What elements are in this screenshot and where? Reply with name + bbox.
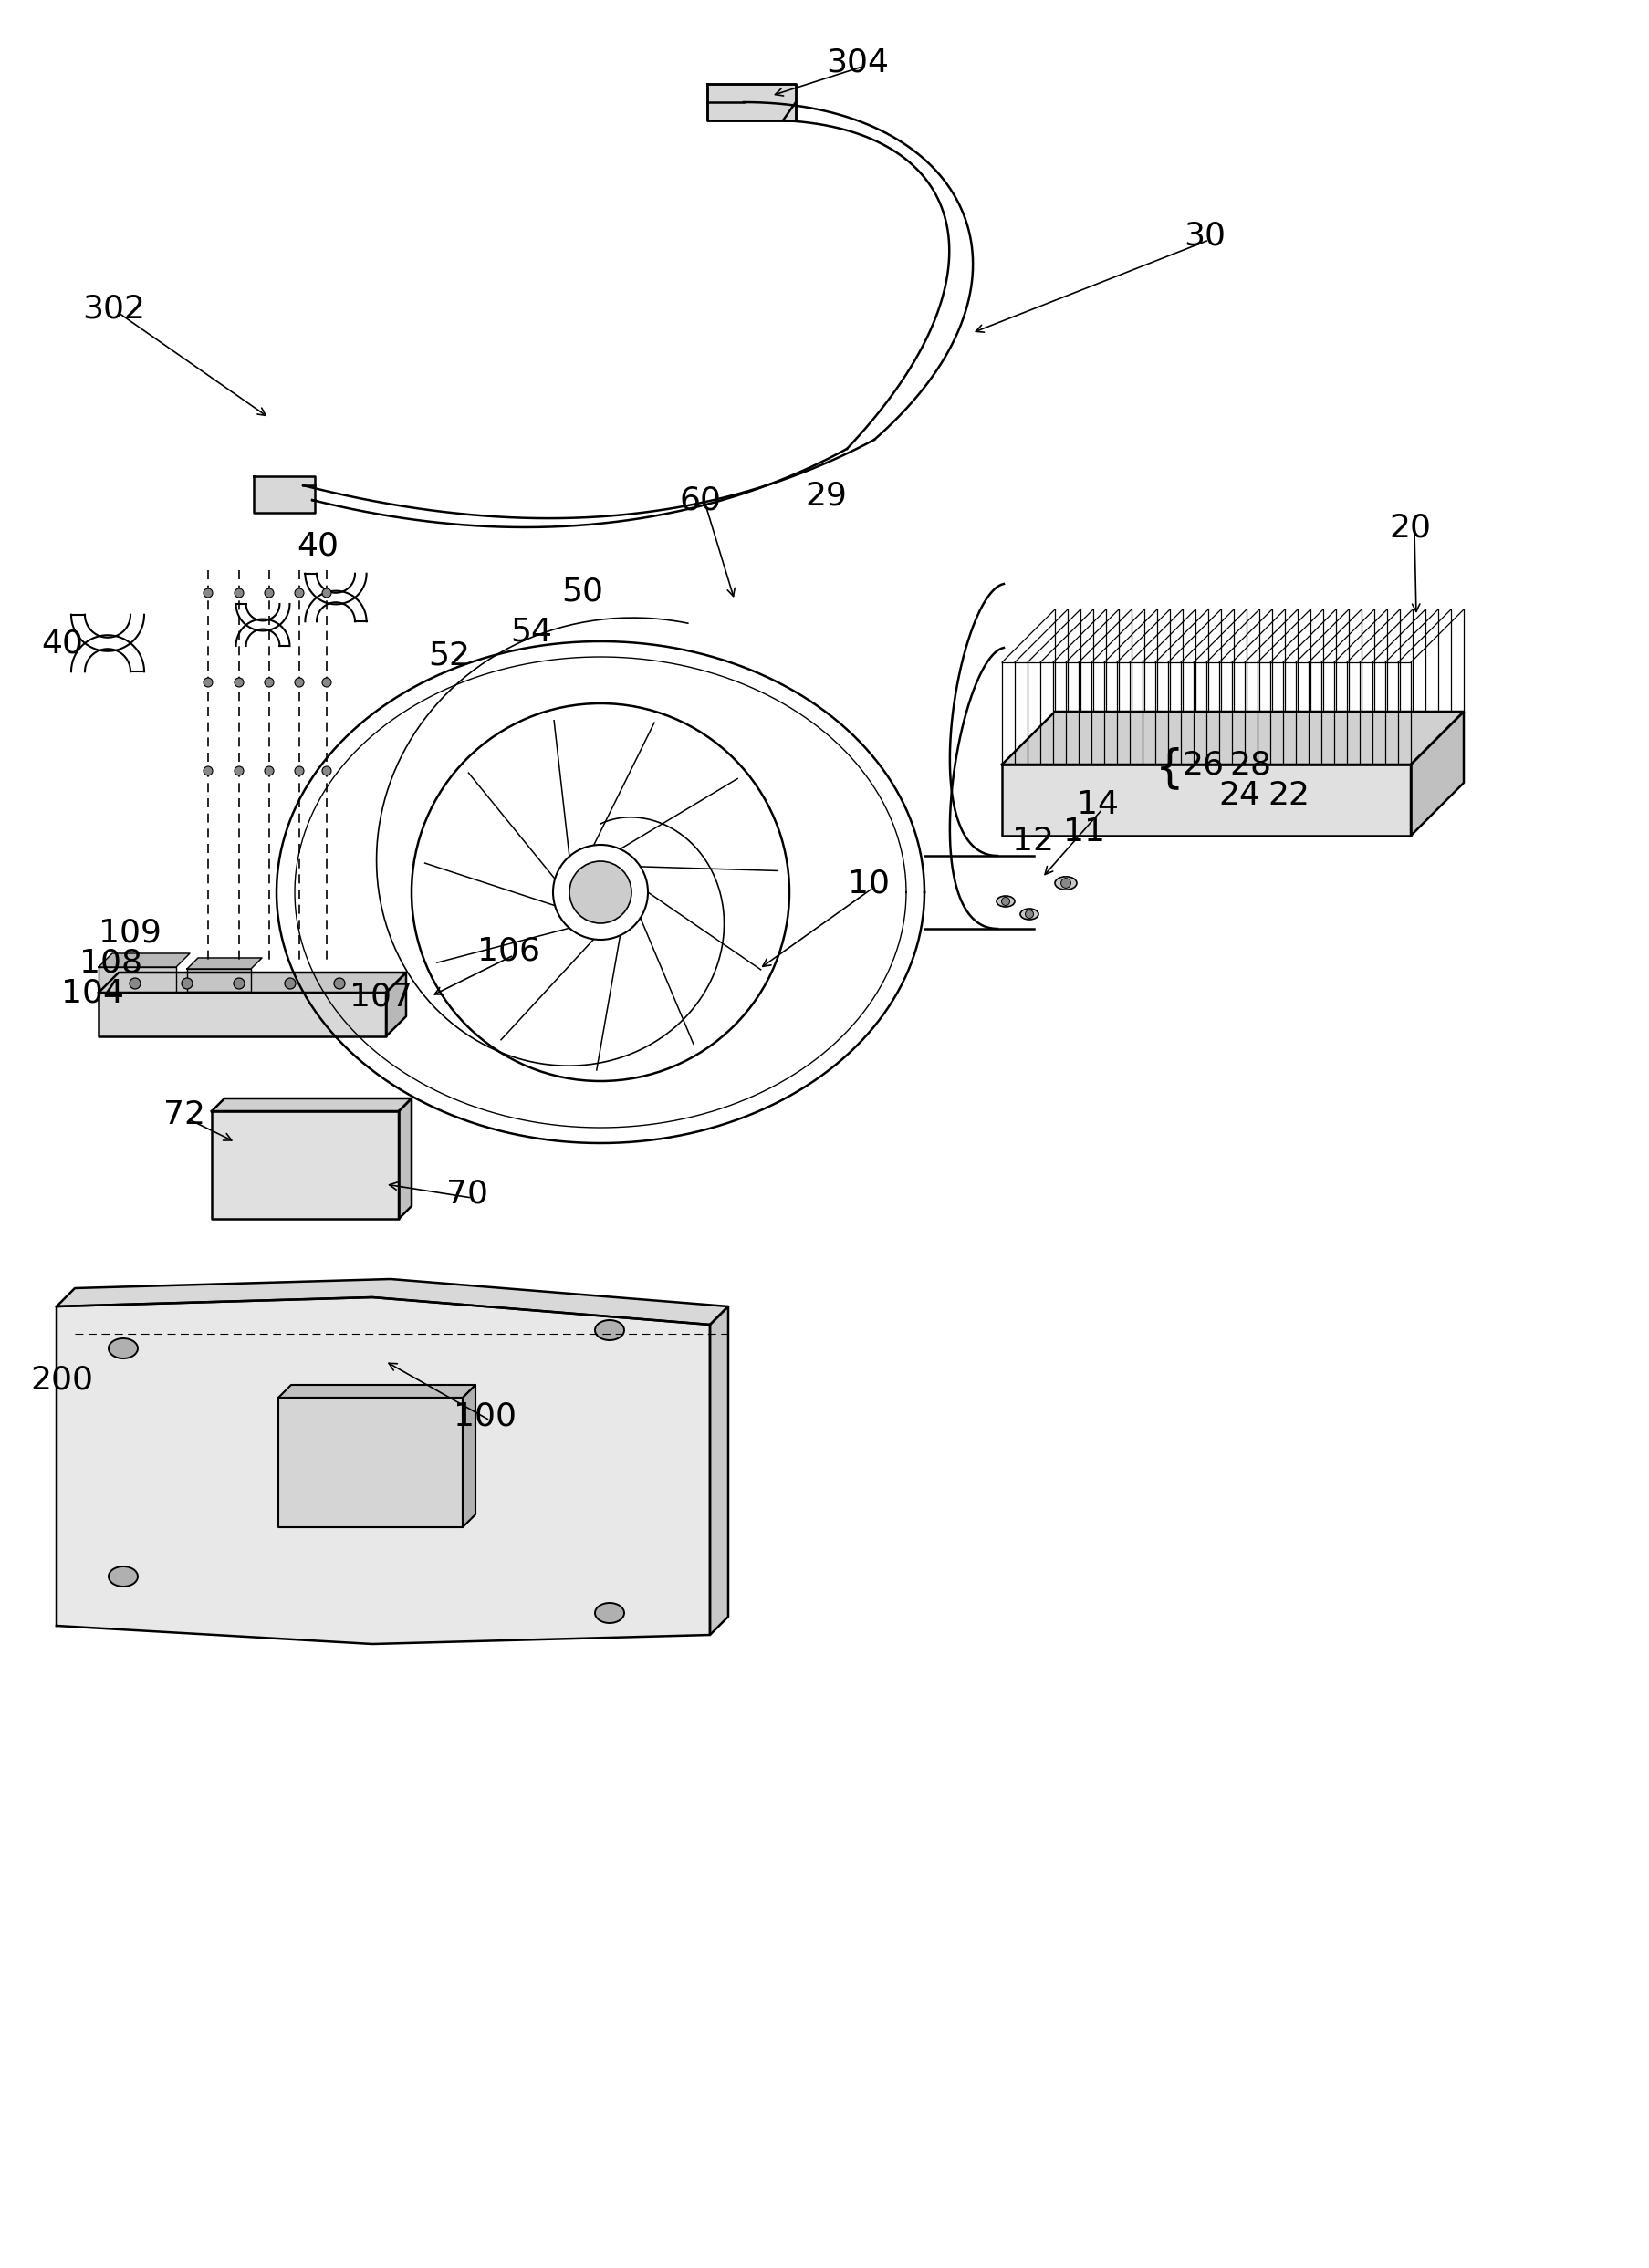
- Polygon shape: [711, 1306, 729, 1635]
- Circle shape: [234, 978, 244, 989]
- Text: 107: 107: [350, 980, 412, 1012]
- Circle shape: [203, 587, 213, 596]
- Polygon shape: [386, 973, 406, 1036]
- Text: 26: 26: [1182, 748, 1224, 780]
- Text: 60: 60: [679, 485, 722, 515]
- Polygon shape: [707, 84, 796, 120]
- Text: 54: 54: [510, 617, 552, 646]
- Polygon shape: [186, 957, 262, 968]
- Circle shape: [295, 678, 303, 687]
- Circle shape: [203, 678, 213, 687]
- Circle shape: [285, 978, 295, 989]
- Text: 24: 24: [1219, 780, 1260, 812]
- Text: 106: 106: [478, 934, 541, 966]
- Circle shape: [322, 678, 331, 687]
- Text: 12: 12: [1012, 826, 1054, 857]
- Polygon shape: [463, 1386, 475, 1526]
- Circle shape: [1001, 898, 1009, 905]
- Text: 109: 109: [99, 916, 162, 948]
- Text: 28: 28: [1229, 748, 1271, 780]
- Text: 72: 72: [163, 1100, 206, 1129]
- Polygon shape: [56, 1279, 729, 1325]
- Text: 29: 29: [805, 481, 848, 510]
- Circle shape: [322, 587, 331, 596]
- Circle shape: [264, 767, 274, 776]
- Ellipse shape: [1021, 909, 1039, 919]
- Circle shape: [264, 678, 274, 687]
- Ellipse shape: [595, 1603, 625, 1624]
- Polygon shape: [186, 968, 251, 991]
- Circle shape: [295, 767, 303, 776]
- Polygon shape: [279, 1386, 475, 1397]
- Text: 100: 100: [453, 1399, 518, 1431]
- Ellipse shape: [109, 1338, 139, 1359]
- Polygon shape: [211, 1111, 399, 1218]
- Text: 40: 40: [41, 628, 82, 658]
- Text: 200: 200: [31, 1363, 94, 1395]
- Text: {: {: [1156, 746, 1184, 789]
- Text: 10: 10: [848, 869, 890, 898]
- Circle shape: [130, 978, 140, 989]
- Text: 22: 22: [1268, 780, 1309, 812]
- Polygon shape: [99, 973, 406, 993]
- Polygon shape: [399, 1098, 412, 1218]
- Text: 50: 50: [561, 576, 604, 606]
- Text: 304: 304: [826, 48, 889, 77]
- Ellipse shape: [1055, 875, 1077, 889]
- Polygon shape: [99, 953, 190, 966]
- Polygon shape: [1003, 712, 1464, 764]
- Text: 40: 40: [297, 531, 338, 560]
- Circle shape: [1060, 878, 1070, 889]
- Polygon shape: [99, 993, 386, 1036]
- Polygon shape: [211, 1098, 412, 1111]
- Text: 70: 70: [447, 1177, 488, 1209]
- Circle shape: [335, 978, 345, 989]
- Text: 14: 14: [1077, 789, 1118, 821]
- Circle shape: [1026, 909, 1034, 919]
- Ellipse shape: [996, 896, 1014, 907]
- Polygon shape: [254, 476, 315, 513]
- Polygon shape: [279, 1397, 463, 1526]
- Circle shape: [234, 678, 244, 687]
- Circle shape: [181, 978, 193, 989]
- Circle shape: [264, 587, 274, 596]
- Polygon shape: [1003, 764, 1412, 835]
- Ellipse shape: [109, 1567, 139, 1588]
- Text: 108: 108: [79, 948, 143, 978]
- Polygon shape: [1412, 712, 1464, 835]
- Text: 104: 104: [61, 978, 125, 1007]
- Circle shape: [322, 767, 331, 776]
- Circle shape: [234, 767, 244, 776]
- Polygon shape: [56, 1297, 711, 1644]
- Text: 20: 20: [1388, 513, 1431, 542]
- Text: 52: 52: [429, 640, 470, 671]
- Text: 11: 11: [1064, 816, 1105, 848]
- Circle shape: [569, 862, 632, 923]
- Polygon shape: [99, 966, 176, 993]
- Circle shape: [234, 587, 244, 596]
- Circle shape: [295, 587, 303, 596]
- Circle shape: [203, 767, 213, 776]
- Text: 302: 302: [82, 293, 145, 324]
- Ellipse shape: [595, 1320, 625, 1340]
- Text: 30: 30: [1184, 220, 1225, 252]
